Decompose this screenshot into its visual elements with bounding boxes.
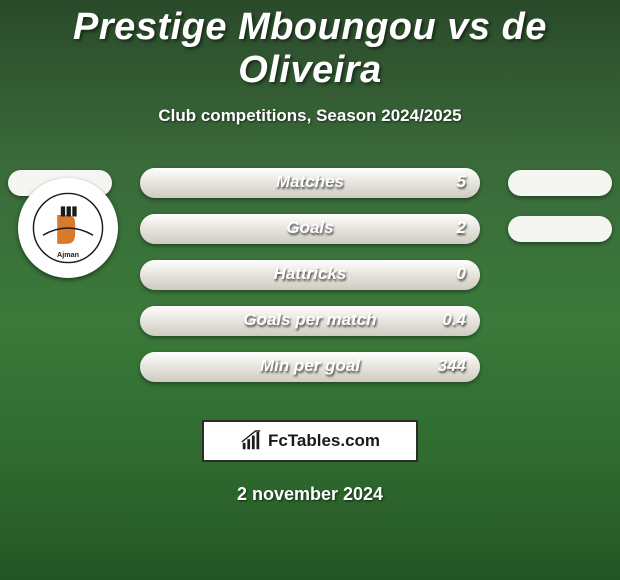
stat-bar: Min per goal 344 bbox=[140, 352, 480, 382]
stat-bar: Goals 2 bbox=[140, 214, 480, 244]
svg-text:Ajman: Ajman bbox=[57, 250, 79, 259]
stat-value: 5 bbox=[457, 172, 466, 192]
page-subtitle: Club competitions, Season 2024/2025 bbox=[0, 106, 620, 126]
right-team-pill bbox=[508, 170, 612, 196]
left-club-logo: Ajman bbox=[18, 178, 118, 278]
right-team-pill bbox=[508, 216, 612, 242]
stat-bar: Matches 5 bbox=[140, 168, 480, 198]
stat-label: Goals per match bbox=[243, 310, 376, 330]
stat-label: Matches bbox=[276, 172, 344, 192]
stat-value: 2 bbox=[457, 218, 466, 238]
date-text: 2 november 2024 bbox=[0, 484, 620, 505]
stat-value: 344 bbox=[438, 356, 466, 376]
stat-row: Min per goal 344 bbox=[0, 354, 620, 400]
stat-label: Min per goal bbox=[260, 356, 360, 376]
branding-text: FcTables.com bbox=[268, 431, 380, 451]
stat-value: 0 bbox=[457, 264, 466, 284]
stat-row: Goals per match 0.4 bbox=[0, 308, 620, 354]
club-crest-icon: Ajman bbox=[32, 192, 104, 264]
stat-label: Hattricks bbox=[274, 264, 347, 284]
branding-box: FcTables.com bbox=[202, 420, 418, 462]
page-title: Prestige Mboungou vs de Oliveira bbox=[0, 0, 620, 92]
stat-bar: Goals per match 0.4 bbox=[140, 306, 480, 336]
stat-label: Goals bbox=[286, 218, 333, 238]
stat-value: 0.4 bbox=[442, 310, 466, 330]
stat-bar: Hattricks 0 bbox=[140, 260, 480, 290]
chart-icon bbox=[240, 430, 262, 452]
